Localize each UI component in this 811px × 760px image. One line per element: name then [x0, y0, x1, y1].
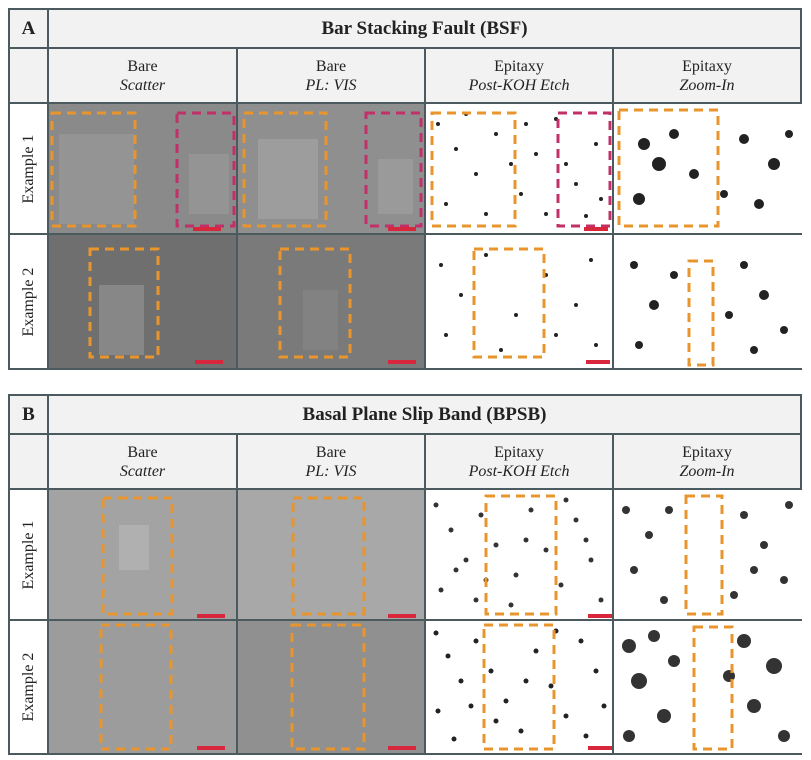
image-koh-example-2 — [426, 235, 612, 368]
row-header-label: Example 1 — [19, 134, 37, 203]
image-scatter-example-1 — [49, 490, 236, 619]
column-header-sub: PL: VIS — [305, 76, 357, 94]
grid-divider — [612, 435, 614, 753]
column-header-main: Bare — [127, 57, 158, 75]
column-header-sub: Scatter — [119, 462, 166, 480]
micrograph — [614, 490, 802, 619]
row-header-label: Example 2 — [19, 652, 37, 722]
panel-letter: B — [10, 396, 47, 433]
image-zoom-example-2 — [614, 235, 802, 368]
column-header-sub: Post-KOH Etch — [468, 76, 570, 94]
row-header-example-2: Example 2 — [10, 235, 47, 368]
panel-letter: A — [10, 10, 47, 47]
column-header-epitaxy-zoom: Epitaxy Zoom-In — [614, 49, 800, 102]
grid-divider — [424, 435, 426, 753]
panel-a: A Bar Stacking Fault (BSF) Bare Scatter … — [8, 8, 802, 370]
micrograph — [614, 104, 802, 233]
micrograph — [426, 490, 612, 619]
grid-divider — [10, 47, 800, 49]
micrograph — [49, 490, 236, 619]
grid-divider — [47, 10, 49, 368]
row-header-example-1: Example 1 — [10, 490, 47, 619]
grid-divider — [10, 233, 800, 235]
image-koh-example-1 — [426, 104, 612, 233]
image-scatter-example-2 — [49, 621, 236, 753]
micrograph — [426, 621, 612, 753]
image-pl-vis-example-2 — [238, 621, 424, 753]
grid-divider — [236, 435, 238, 753]
column-header-sub: Zoom-In — [679, 462, 735, 480]
grid-divider — [47, 396, 49, 753]
column-header-bare-scatter: Bare Scatter — [49, 49, 236, 102]
grid-divider — [10, 102, 800, 104]
column-header-sub: Scatter — [119, 76, 166, 94]
row-header-example-1: Example 1 — [10, 104, 47, 233]
grid-divider — [10, 619, 800, 621]
column-header-sub: PL: VIS — [305, 462, 357, 480]
column-header-sub: Post-KOH Etch — [468, 462, 570, 480]
column-header-epitaxy-koh: Epitaxy Post-KOH Etch — [426, 435, 612, 488]
micrograph — [238, 104, 424, 233]
column-header-main: Bare — [127, 443, 158, 461]
column-header-sub: Zoom-In — [679, 76, 735, 94]
grid-divider — [612, 49, 614, 368]
micrograph — [426, 235, 612, 368]
grid-divider — [10, 433, 800, 435]
panel-title: Basal Plane Slip Band (BPSB) — [49, 396, 800, 433]
column-header-epitaxy-zoom: Epitaxy Zoom-In — [614, 435, 800, 488]
image-zoom-example-1 — [614, 104, 802, 233]
column-header-bare-scatter: Bare Scatter — [49, 435, 236, 488]
column-header-main: Epitaxy — [682, 57, 732, 75]
micrograph — [238, 621, 424, 753]
image-scatter-example-2 — [49, 235, 236, 368]
image-scatter-example-1 — [49, 104, 236, 233]
micrograph — [426, 104, 612, 233]
image-zoom-example-2 — [614, 621, 802, 753]
image-zoom-example-1 — [614, 490, 802, 619]
column-header-bare-pl-vis: Bare PL: VIS — [238, 435, 424, 488]
row-header-label: Example 2 — [19, 267, 37, 336]
column-header-main: Epitaxy — [494, 443, 544, 461]
micrograph — [238, 235, 424, 368]
grid-divider — [236, 49, 238, 368]
panel-b: B Basal Plane Slip Band (BPSB) Bare Scat… — [8, 394, 802, 755]
micrograph — [238, 490, 424, 619]
micrograph — [614, 235, 802, 368]
image-koh-example-1 — [426, 490, 612, 619]
micrograph — [614, 621, 802, 753]
image-koh-example-2 — [426, 621, 612, 753]
row-header-label: Example 1 — [19, 520, 37, 589]
header-corner — [10, 435, 47, 488]
column-header-epitaxy-koh: Epitaxy Post-KOH Etch — [426, 49, 612, 102]
image-pl-vis-example-1 — [238, 104, 424, 233]
column-header-main: Epitaxy — [682, 443, 732, 461]
column-header-bare-pl-vis: Bare PL: VIS — [238, 49, 424, 102]
micrograph — [49, 621, 236, 753]
grid-divider — [10, 488, 800, 490]
micrograph — [49, 235, 236, 368]
row-header-example-2: Example 2 — [10, 621, 47, 753]
column-header-main: Epitaxy — [494, 57, 544, 75]
panel-title: Bar Stacking Fault (BSF) — [49, 10, 800, 47]
image-pl-vis-example-1 — [238, 490, 424, 619]
micrograph — [49, 104, 236, 233]
header-corner — [10, 49, 47, 102]
grid-divider — [424, 49, 426, 368]
image-pl-vis-example-2 — [238, 235, 424, 368]
column-header-main: Bare — [315, 443, 347, 461]
column-header-main: Bare — [315, 57, 347, 75]
